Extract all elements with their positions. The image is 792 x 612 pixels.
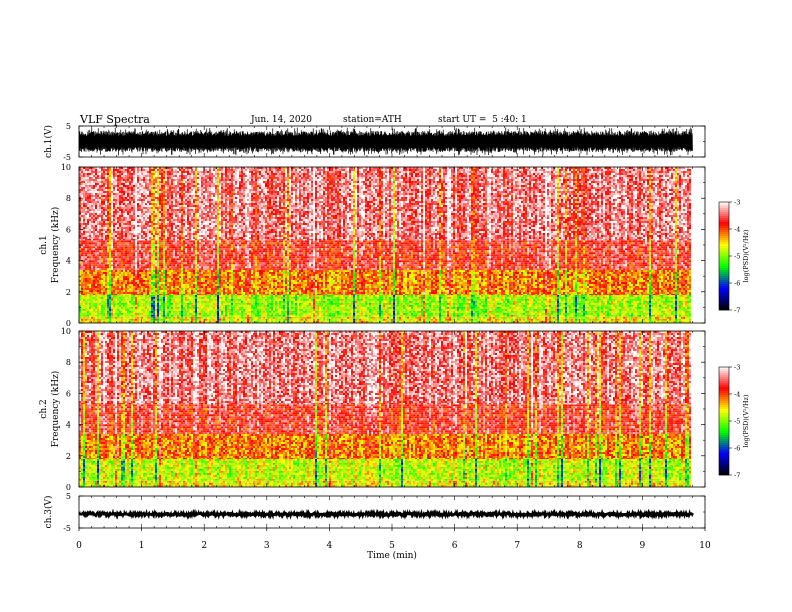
y-tick-label: 2 (66, 288, 71, 297)
colorbars: -3 -4 -5 -6 -7 log(PSD)(V²/Hz) -3 -4 -5 -6 -7 log(P… (718, 199, 750, 480)
time-axis-label: Time (min) (367, 550, 417, 561)
time-tick-label: 1 (139, 541, 145, 551)
ch1-spectrogram-panel: 0 2 4 6 8 10 ch.1 Frequency (kHz) (39, 163, 706, 328)
station-label: station=ATH (343, 115, 402, 125)
colorbar-tick-label: -6 (734, 445, 740, 453)
time-minor-ticks (78, 167, 706, 323)
time-tick-label: 0 (76, 541, 82, 551)
y-tick-label: 2 (66, 452, 71, 461)
spectrogram-cells (79, 331, 691, 487)
ch1-waveform-panel: 5 -5 ch.1(V) (43, 122, 706, 162)
colorbar-tick-label: -6 (734, 280, 740, 288)
time-minor-ticks (78, 496, 706, 528)
colorbar-label: log(PSD)(V²/Hz) (742, 229, 750, 282)
ch3-waveform-panel: 5 -5 ch.3(V) (43, 492, 706, 533)
y-tick-label: 8 (66, 194, 71, 203)
time-tick-label: 9 (640, 541, 646, 551)
time-tick-label: 7 (514, 541, 520, 551)
time-axis: 0 1 2 3 4 5 6 7 8 9 10 Time (min) (76, 528, 711, 561)
waveform-trace (78, 127, 693, 156)
time-minor-ticks (78, 331, 706, 487)
y-tick-label: 6 (66, 225, 71, 234)
colorbar-tick-label: -4 (734, 391, 740, 399)
colorbar-tick-label: -3 (734, 364, 740, 372)
channel-label: ch.2 (39, 399, 49, 418)
time-tick-label: 5 (389, 541, 395, 551)
y-tick-label: 4 (66, 257, 71, 266)
colorbar-tick-label: -7 (734, 307, 740, 315)
frequency-axis-label: Frequency (kHz) (50, 207, 61, 284)
channel-label: ch.1(V) (43, 125, 54, 158)
waveform-trace (78, 508, 694, 520)
time-minor-ticks (78, 126, 706, 157)
y-tick-label: 5 (66, 122, 71, 131)
start-time-label: start UT = 5 :40: 1 (438, 115, 527, 125)
y-tick-label: 8 (66, 358, 71, 367)
frequency-axis-label: Frequency (kHz) (50, 371, 61, 448)
time-tick-label: 3 (264, 541, 270, 551)
y-tick-label: 0 (66, 319, 71, 328)
colorbar: -3 -4 -5 -6 -7 log(PSD)(V²/Hz) (718, 364, 750, 480)
ch2-spectrogram-panel: 0 2 4 6 8 10 ch.2 Frequency (kHz) (39, 327, 706, 492)
time-tick-label: 4 (327, 541, 333, 551)
time-tick-label: 10 (699, 541, 711, 551)
channel-label: ch.3(V) (43, 496, 54, 529)
time-tick-label: 6 (452, 541, 458, 551)
y-tick-label: 0 (66, 483, 71, 492)
channel-label: ch.1 (39, 235, 49, 254)
colorbar-tick-label: -5 (734, 253, 740, 261)
spectrogram-cells (79, 167, 691, 323)
y-tick-label: 5 (66, 492, 71, 501)
date-label: Jun. 14, 2020 (251, 115, 312, 125)
time-tick-label: 8 (577, 541, 583, 551)
colorbar-tick-label: -4 (734, 226, 740, 234)
y-tick-label: 6 (66, 389, 71, 398)
y-tick-label: -5 (63, 153, 71, 162)
y-tick-label: -5 (63, 524, 71, 533)
y-tick-label: 10 (61, 163, 71, 172)
chart-title: VLF Spectra (80, 113, 150, 126)
colorbar: -3 -4 -5 -6 -7 log(PSD)(V²/Hz) (718, 199, 750, 315)
y-tick-label: 4 (66, 421, 71, 430)
colorbar-tick-label: -7 (734, 472, 740, 480)
colorbar-tick-label: -5 (734, 418, 740, 426)
y-tick-label: 10 (61, 327, 71, 336)
colorbar-tick-label: -3 (734, 199, 740, 207)
time-tick-label: 2 (201, 541, 207, 551)
colorbar-label: log(PSD)(V²/Hz) (742, 394, 750, 447)
